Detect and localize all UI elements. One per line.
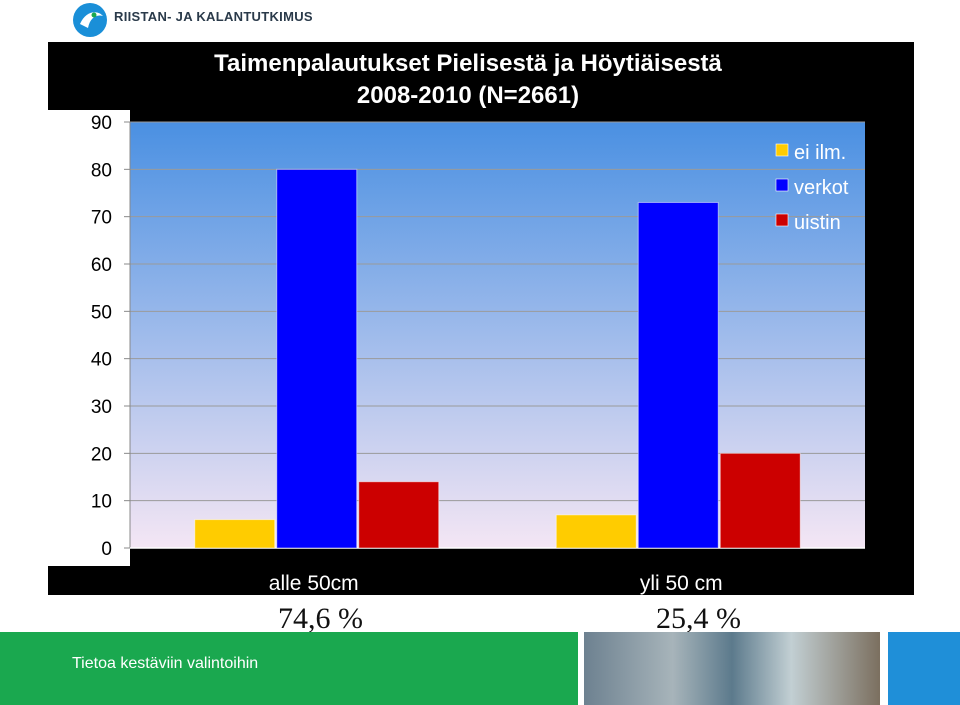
y-tick-label: 0 [101, 539, 112, 560]
bar-verkot-1 [637, 201, 719, 549]
bar-uistin-0 [358, 481, 440, 549]
chart-subtitle: 2008-2010 (N=2661) [357, 82, 579, 109]
bar-uistin-1 [719, 452, 801, 549]
bar-ei-ilm--0 [194, 519, 276, 549]
bar-chart: 0 10 20 30 40 50 60 70 80 90 alle 50cm yli 50 cm Tai… [48, 50, 865, 595]
legend-swatch [775, 178, 789, 192]
y-tick-label: 50 [91, 302, 112, 323]
org-logo-icon [73, 3, 107, 37]
y-tick-label: 60 [91, 255, 112, 276]
org-logo [70, 2, 320, 38]
y-tick-label: 80 [91, 160, 112, 181]
legend-label: verkot [794, 177, 849, 199]
chart-title: Taimenpalautukset Pielisestä ja Höytiäis… [214, 50, 722, 77]
footer-green-band [0, 632, 578, 705]
y-tick-label: 40 [91, 350, 112, 371]
y-tick-label: 30 [91, 397, 112, 418]
share-alle-50cm: 74,6 % [278, 602, 363, 635]
legend-swatch [775, 143, 789, 157]
x-category-label: alle 50cm [269, 572, 359, 595]
bar-verkot-0 [276, 168, 358, 549]
footer-tagline: Tietoa kestäviin valintoihin [72, 655, 259, 672]
legend-label: uistin [794, 212, 841, 234]
legend-label: ei ilm. [794, 142, 846, 164]
footer-photo-strip [584, 632, 880, 705]
footer-blue-block [888, 632, 960, 705]
y-tick-label: 70 [91, 208, 112, 229]
org-name: RIISTAN- JA KALANTUTKIMUS [114, 9, 313, 24]
legend-swatch [775, 213, 789, 227]
y-tick-label: 90 [91, 113, 112, 134]
y-tick-label: 10 [91, 492, 112, 513]
x-category-label: yli 50 cm [640, 572, 723, 595]
yaxis-label-area [48, 110, 130, 566]
y-axis-title: % palautuksista [53, 250, 78, 417]
y-tick-label: 20 [91, 444, 112, 465]
chart-panel: 0 10 20 30 40 50 60 70 80 90 alle 50cm yli 50 cm Tai… [48, 42, 914, 595]
bar-ei-ilm--1 [555, 514, 637, 549]
share-yli-50cm: 25,4 % [656, 602, 741, 635]
